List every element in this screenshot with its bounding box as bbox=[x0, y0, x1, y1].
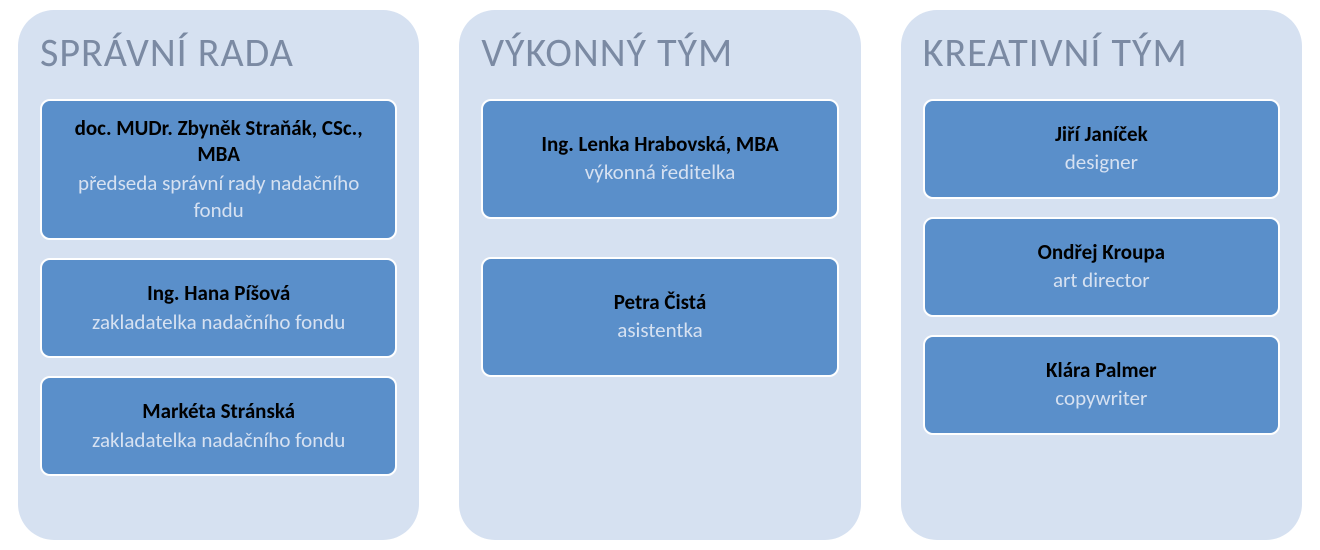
member-name: Klára Palmer bbox=[943, 357, 1260, 383]
panel-title: SPRÁVNÍ RADA bbox=[40, 28, 397, 77]
member-card: doc. MUDr. Zbyněk Straňák, CSc., MBA pře… bbox=[40, 99, 397, 240]
panel-spravni-rada: SPRÁVNÍ RADA doc. MUDr. Zbyněk Straňák, … bbox=[18, 10, 419, 540]
member-card: Petra Čistá asistentka bbox=[481, 257, 838, 377]
member-name: Ing. Hana Píšová bbox=[60, 280, 377, 306]
member-card: Ing. Lenka Hrabovská, MBA výkonná ředite… bbox=[481, 99, 838, 219]
member-role: copywriter bbox=[943, 385, 1260, 412]
member-role: zakladatelka nadačního fondu bbox=[60, 309, 377, 336]
member-card: Markéta Stránská zakladatelka nadačního … bbox=[40, 376, 397, 476]
member-role: art director bbox=[943, 267, 1260, 294]
member-name: Jiří Janíček bbox=[943, 121, 1260, 147]
panel-kreativni-tym: KREATIVNÍ TÝM Jiří Janíček designer Ondř… bbox=[901, 10, 1302, 540]
member-name: Petra Čistá bbox=[501, 289, 818, 315]
org-chart-container: SPRÁVNÍ RADA doc. MUDr. Zbyněk Straňák, … bbox=[0, 0, 1320, 550]
panel-title: VÝKONNÝ TÝM bbox=[481, 28, 838, 77]
member-name: Markéta Stránská bbox=[60, 398, 377, 424]
member-role: výkonná ředitelka bbox=[501, 159, 818, 186]
member-role: designer bbox=[943, 149, 1260, 176]
cards-list: Ing. Lenka Hrabovská, MBA výkonná ředite… bbox=[481, 99, 838, 518]
cards-list: Jiří Janíček designer Ondřej Kroupa art … bbox=[923, 99, 1280, 518]
cards-list: doc. MUDr. Zbyněk Straňák, CSc., MBA pře… bbox=[40, 99, 397, 518]
member-name: Ing. Lenka Hrabovská, MBA bbox=[501, 131, 818, 157]
member-name: doc. MUDr. Zbyněk Straňák, CSc., MBA bbox=[60, 115, 377, 168]
member-card: Ing. Hana Píšová zakladatelka nadačního … bbox=[40, 258, 397, 358]
panel-title: KREATIVNÍ TÝM bbox=[923, 28, 1280, 77]
panel-vykonny-tym: VÝKONNÝ TÝM Ing. Lenka Hrabovská, MBA vý… bbox=[459, 10, 860, 540]
member-role: asistentka bbox=[501, 317, 818, 344]
member-card: Jiří Janíček designer bbox=[923, 99, 1280, 199]
member-card: Ondřej Kroupa art director bbox=[923, 217, 1280, 317]
member-card: Klára Palmer copywriter bbox=[923, 335, 1280, 435]
member-name: Ondřej Kroupa bbox=[943, 239, 1260, 265]
member-role: zakladatelka nadačního fondu bbox=[60, 427, 377, 454]
member-role: předseda správní rady nadačního fondu bbox=[60, 170, 377, 225]
